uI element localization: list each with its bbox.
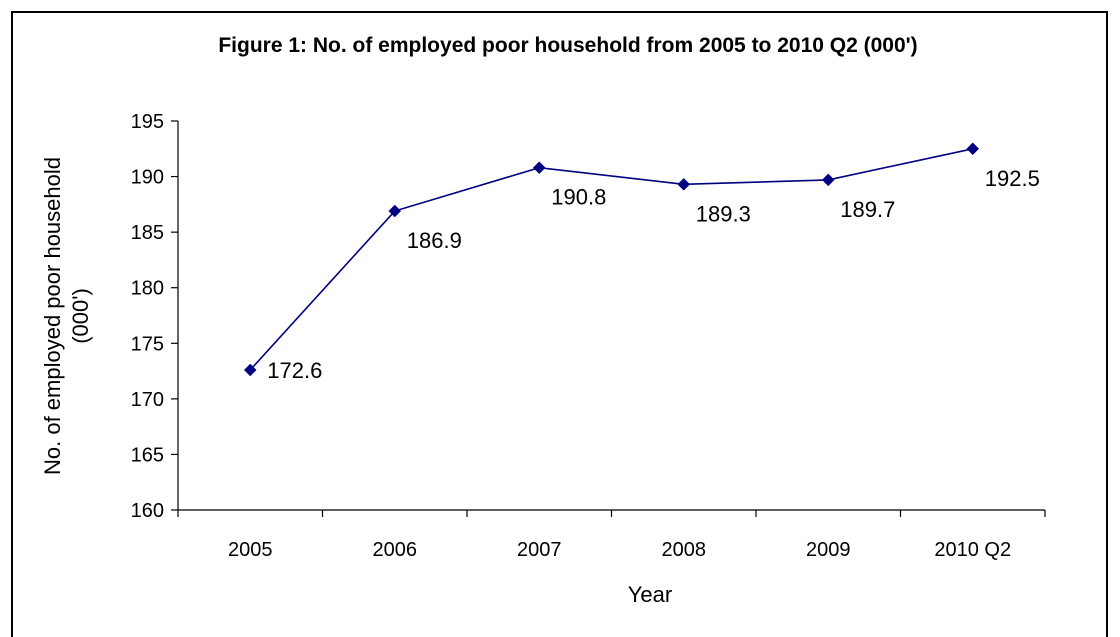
- data-label-2010-Q2: 192.5: [985, 166, 1040, 191]
- y-tick-label-180: 180: [131, 278, 164, 300]
- x-tick-label-1: 2006: [373, 539, 418, 561]
- data-point-2006: [388, 204, 402, 218]
- y-tick-label-165: 165: [131, 444, 164, 466]
- data-label-2005: 172.6: [267, 358, 322, 383]
- data-point-2007: [532, 161, 546, 175]
- data-label-2008: 189.3: [696, 201, 751, 226]
- y-tick-label-170: 170: [131, 389, 164, 411]
- x-tick-label-3: 2008: [662, 539, 707, 561]
- series-line: [249, 148, 973, 371]
- x-tick-label-2: 2007: [517, 539, 562, 561]
- y-tick-label-190: 190: [131, 167, 164, 189]
- y-axis-title-line-1: No. of employed poor household: [40, 157, 65, 475]
- y-axis-title-line-2: (000'): [68, 288, 93, 344]
- x-tick-label-5: 2010 Q2: [934, 539, 1011, 561]
- y-tick-label-160: 160: [131, 500, 164, 522]
- data-point-2009: [821, 173, 835, 187]
- y-tick-label-195: 195: [131, 111, 164, 133]
- data-label-2006: 186.9: [407, 228, 462, 253]
- figure-frame: [11, 11, 1108, 637]
- x-tick-label-0: 2005: [228, 539, 273, 561]
- x-axis-title: Year: [628, 582, 672, 607]
- data-label-2007: 190.8: [551, 185, 606, 210]
- x-tick-label-4: 2009: [806, 539, 851, 561]
- chart-title: Figure 1: No. of employed poor household…: [218, 34, 917, 57]
- data-point-2010-Q2: [966, 142, 980, 156]
- y-tick-label-185: 185: [131, 222, 164, 244]
- data-point-2005: [243, 363, 257, 377]
- y-tick-label-175: 175: [131, 333, 164, 355]
- data-label-2009: 189.7: [840, 197, 895, 222]
- data-point-2008: [677, 177, 691, 191]
